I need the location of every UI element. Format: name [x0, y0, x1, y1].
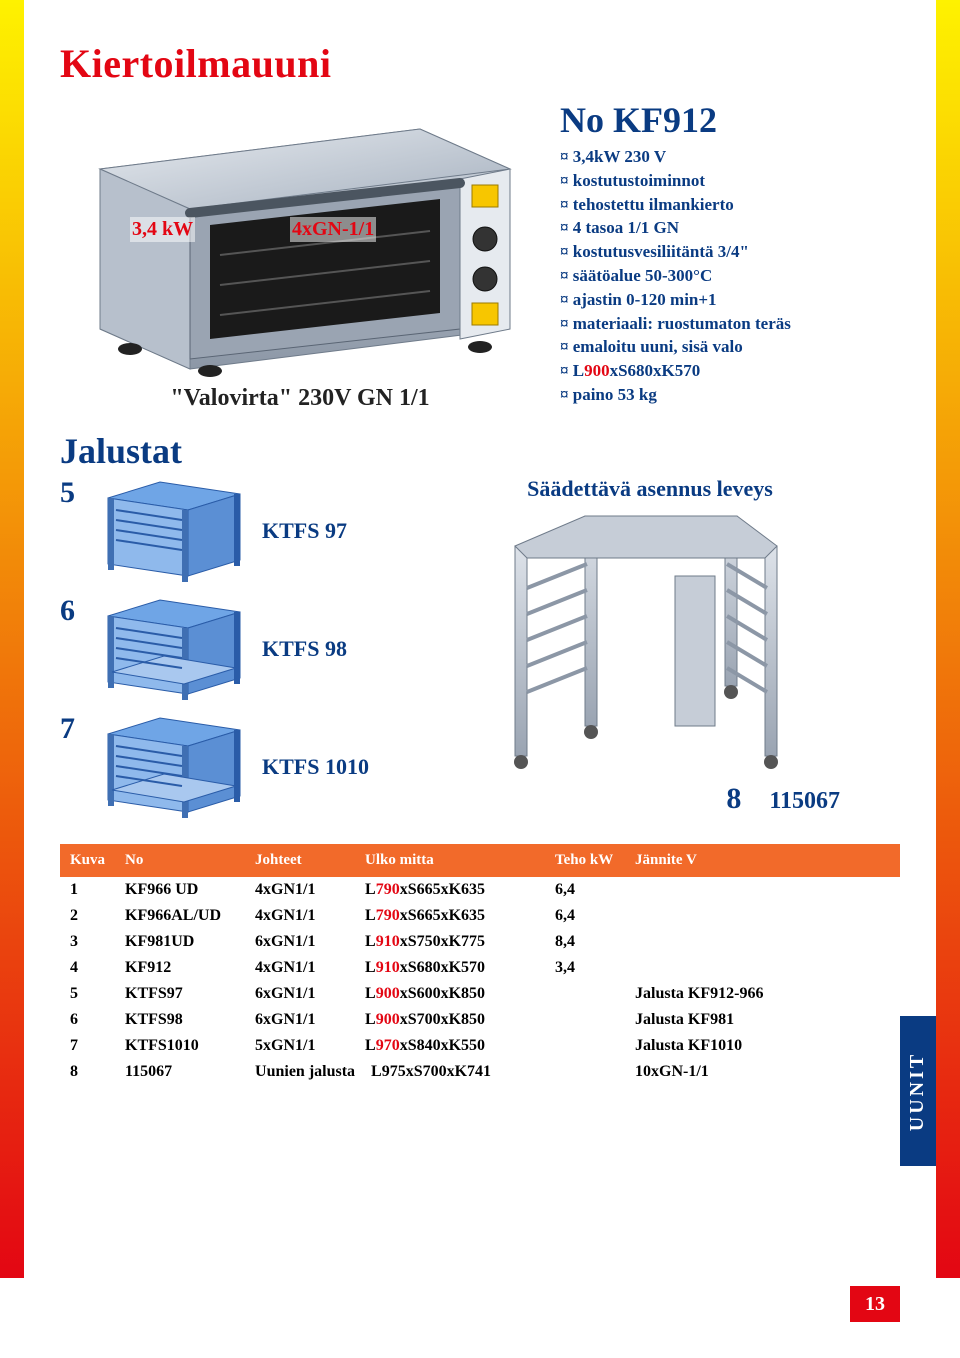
- stand-row: 6 KTFS 98: [60, 594, 400, 704]
- table-header: Jännite V: [625, 844, 900, 877]
- page-title: Kiertoilmauuni: [60, 40, 900, 87]
- spec-item: ajastin 0-120 min+1: [560, 288, 900, 312]
- stand-number: 7: [60, 712, 90, 746]
- adjustable-code: 115067: [769, 788, 840, 814]
- table-header: Kuva: [60, 844, 115, 877]
- specs-table: KuvaNoJohteetUlko mittaTeho kWJännite V …: [60, 844, 900, 1085]
- table-header: Teho kW: [545, 844, 625, 877]
- stand-row: 5 KTFS 97: [60, 476, 400, 586]
- stand-label: KTFS 1010: [262, 754, 369, 780]
- table-row: 5 KTFS97 6xGN1/1 L900xS600xK850 Jalusta …: [60, 981, 900, 1007]
- left-gradient-bar: [0, 0, 24, 1278]
- stand-label: KTFS 97: [262, 518, 347, 544]
- adjustable-title: Säädettävä asennus leveys: [430, 476, 870, 502]
- oven-gn-label: 4xGN-1/1: [290, 217, 376, 242]
- stand-image: [90, 476, 250, 586]
- stand-label: KTFS 98: [262, 636, 347, 662]
- spec-item: säätöalue 50-300°C: [560, 264, 900, 288]
- table-header: No: [115, 844, 245, 877]
- oven-kw-label: 3,4 kW: [130, 217, 195, 242]
- table-row: 3 KF981UD 6xGN1/1 L910xS750xK775 8,4: [60, 929, 900, 955]
- table-row: 8 115067 Uunien jalusta L975xS700xK741 1…: [60, 1059, 900, 1085]
- stand-number: 6: [60, 594, 90, 628]
- spec-item: 4 tasoa 1/1 GN: [560, 216, 900, 240]
- section-tab-label: UUNIT: [907, 1051, 930, 1130]
- spec-dimensions: L900xS680xK570: [560, 359, 900, 383]
- specs-title: No KF912: [560, 99, 900, 141]
- table-row: 2 KF966AL/UD 4xGN1/1 L790xS665xK635 6,4: [60, 903, 900, 929]
- stand-number: 5: [60, 476, 90, 510]
- spec-item: materiaali: ruostumaton teräs: [560, 312, 900, 336]
- spec-item: kostutusvesiliitäntä 3/4": [560, 240, 900, 264]
- table-header: Ulko mitta: [355, 844, 545, 877]
- stand-image: [90, 594, 250, 704]
- page-number: 13: [850, 1286, 900, 1322]
- spec-item: 3,4kW 230 V: [560, 145, 900, 169]
- oven-image: 3,4 kW 4xGN-1/1: [60, 99, 540, 379]
- table-row: 4 KF912 4xGN1/1 L910xS680xK570 3,4: [60, 955, 900, 981]
- table-row: 7 KTFS1010 5xGN1/1 L970xS840xK550 Jalust…: [60, 1033, 900, 1059]
- stand-row: 7 KTFS 1010: [60, 712, 400, 822]
- spec-weight: paino 53 kg: [560, 383, 900, 407]
- adjustable-number: 8: [726, 782, 741, 815]
- table-row: 6 KTFS98 6xGN1/1 L900xS700xK850 Jalusta …: [60, 1007, 900, 1033]
- table-row: 1 KF966 UD 4xGN1/1 L790xS665xK635 6,4: [60, 877, 900, 903]
- oven-caption: "Valovirta" 230V GN 1/1: [60, 385, 540, 412]
- adjustable-stand-image: [475, 506, 825, 776]
- spec-item: tehostettu ilmankierto: [560, 193, 900, 217]
- right-gradient-bar: [936, 0, 960, 1278]
- stand-image: [90, 712, 250, 822]
- specs-list: 3,4kW 230 Vkostutustoiminnottehostettu i…: [560, 145, 900, 407]
- jalustat-title: Jalustat: [60, 430, 900, 472]
- section-tab: UUNIT: [900, 1016, 936, 1166]
- spec-item: kostutustoiminnot: [560, 169, 900, 193]
- spec-item: emaloitu uuni, sisä valo: [560, 335, 900, 359]
- table-header: Johteet: [245, 844, 355, 877]
